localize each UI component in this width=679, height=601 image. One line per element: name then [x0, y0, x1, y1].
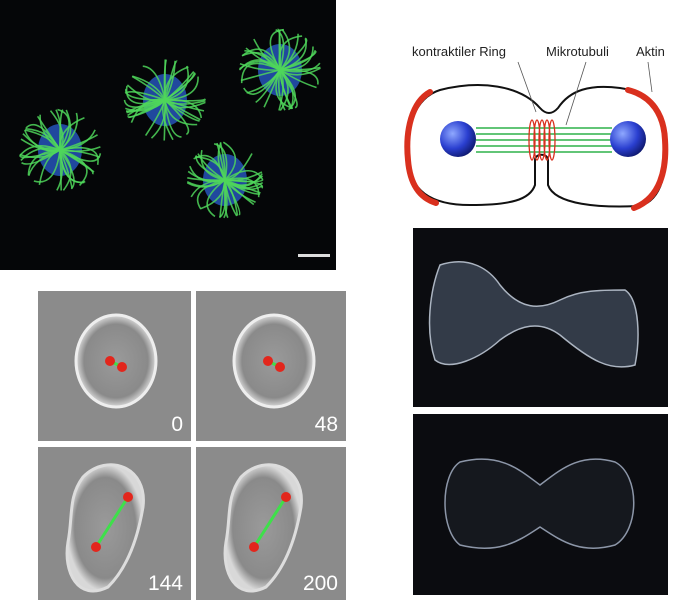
- cell: [74, 313, 158, 409]
- microtubule: [130, 98, 166, 123]
- microtubule: [164, 65, 189, 101]
- microtubule: [224, 153, 253, 181]
- microtubule: [187, 177, 226, 181]
- microtubule: [56, 149, 64, 191]
- microtubule: [223, 179, 228, 219]
- timestamp: 144: [148, 572, 183, 595]
- timestamp: 48: [315, 413, 338, 436]
- chromosome-left: [440, 121, 476, 157]
- microtubule: [279, 69, 317, 89]
- centrosome: [117, 362, 127, 372]
- centrosome: [281, 492, 291, 502]
- cell-actin: [428, 261, 639, 368]
- microtubule: [279, 69, 319, 85]
- microtubule: [164, 99, 201, 121]
- microtubule: [162, 99, 174, 141]
- timelapse: 0 48 144 200: [38, 291, 346, 600]
- contractile-ring: [528, 119, 556, 161]
- scale-bar: [298, 254, 330, 257]
- actin-left: [404, 89, 439, 206]
- microtubule: [19, 149, 61, 159]
- microtubule: [25, 123, 61, 151]
- microtubule: [164, 76, 199, 101]
- centrosome: [263, 356, 273, 366]
- microtubule: [275, 69, 294, 110]
- microtubule: [142, 65, 166, 101]
- microtubule: [164, 99, 205, 112]
- microtubule: [196, 179, 226, 210]
- chromosome-right: [610, 121, 646, 157]
- label: kontraktiler Ring: [412, 44, 506, 59]
- microtubule: [224, 169, 264, 181]
- spindle: [94, 496, 130, 548]
- centrosome: [91, 542, 101, 552]
- microtubule: [57, 108, 70, 151]
- cell-myosin: [444, 458, 635, 549]
- microtubule: [164, 60, 178, 101]
- asters: [19, 28, 321, 219]
- microtubule: [195, 155, 226, 181]
- microtubule: [243, 69, 281, 95]
- microtubule: [123, 99, 166, 108]
- microtubule: [59, 149, 75, 190]
- microtubule: [59, 149, 95, 173]
- centrosome: [123, 492, 133, 502]
- microtubule: [222, 141, 237, 181]
- microtubule: [127, 99, 166, 118]
- cell-diagram: kontraktiler Ring Mikrotubuli Aktin: [404, 44, 669, 211]
- spindle: [252, 496, 288, 548]
- microtubule: [279, 69, 294, 109]
- microtubule: [164, 70, 195, 101]
- cell: [232, 313, 316, 409]
- actin-right: [625, 87, 669, 211]
- microtubule: [39, 114, 61, 151]
- microtubule: [124, 91, 166, 101]
- microtubule: [164, 99, 198, 126]
- microtubule: [59, 116, 85, 151]
- microtubule: [163, 59, 167, 101]
- microtubule: [279, 38, 307, 71]
- microtubule: [240, 69, 281, 82]
- microtubule: [59, 109, 72, 151]
- microtubule: [131, 75, 166, 101]
- centrosome: [105, 356, 115, 366]
- label: Mikrotubuli: [546, 44, 609, 59]
- microtubule: [240, 62, 281, 84]
- microtubule: [20, 138, 61, 152]
- timestamp: 0: [171, 413, 183, 436]
- microtubule: [164, 60, 176, 101]
- microtubule: [241, 48, 281, 71]
- microtubule: [132, 75, 166, 101]
- pointer-lines: [517, 61, 653, 126]
- microtubule: [276, 28, 282, 71]
- label: Aktin: [636, 44, 665, 59]
- microtubule: [224, 173, 263, 187]
- microtubule: [279, 33, 299, 71]
- microtubule: [59, 149, 101, 159]
- microtubule: [244, 49, 281, 71]
- microtubule: [279, 69, 289, 111]
- centrosome: [275, 362, 285, 372]
- microtubule: [21, 149, 61, 165]
- centrosome: [249, 542, 259, 552]
- microtubule: [33, 149, 61, 183]
- timestamp: 200: [303, 572, 338, 595]
- microtubule: [206, 179, 226, 218]
- microtubule: [193, 154, 226, 181]
